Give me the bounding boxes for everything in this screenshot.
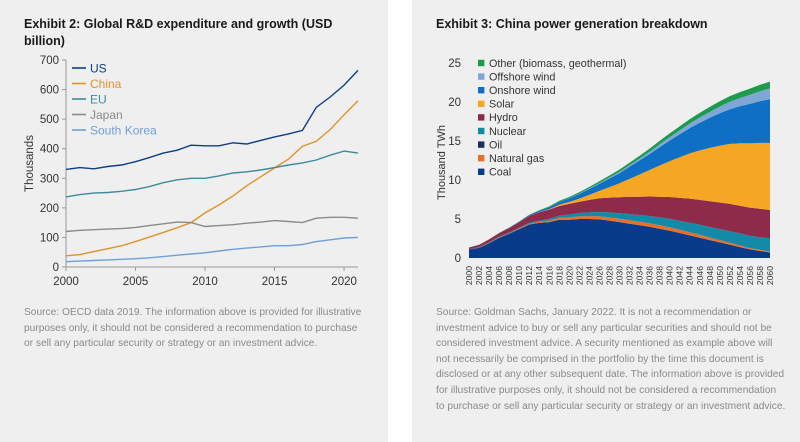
series-line-south-korea (65, 236, 359, 263)
x-tick-label: 2002 (474, 266, 484, 285)
x-tick-label: 2032 (625, 266, 635, 285)
x-tick-label: 2042 (675, 266, 685, 285)
area-onshore-wind (469, 99, 770, 248)
y-tick-label: 10 (448, 175, 461, 187)
y-tick-label: 20 (448, 97, 461, 109)
legend-label-coal: Coal (489, 167, 511, 179)
legend-swatch-natural-gas (478, 155, 485, 162)
x-tick-label: 2000 (464, 266, 474, 285)
x-tick-label: 2020 (564, 266, 574, 285)
legend-swatch-offshore-wind (478, 73, 485, 80)
x-tick-label: 2016 (544, 266, 554, 285)
series-line-china (65, 100, 359, 257)
y-axis-title: Thousands (24, 135, 36, 192)
area-nuclear (469, 212, 770, 252)
legend-label-natural-gas: Natural gas (489, 153, 545, 165)
y-tick-label: 25 (448, 58, 461, 70)
x-tick-label: 2012 (524, 266, 534, 285)
x-tick-label: 2010 (514, 266, 524, 285)
x-tick-label: 2050 (715, 266, 725, 285)
left-source-note: Source: OECD data 2019. The information … (24, 307, 362, 350)
legend-swatch-hydro (478, 114, 485, 121)
x-tick-label: 2022 (574, 266, 584, 285)
x-tick-label: 2038 (655, 266, 665, 285)
legend-swatch-nuclear (478, 127, 485, 135)
legend-label-nuclear: Nuclear (489, 126, 527, 138)
x-tick-label: 2005 (123, 276, 149, 288)
x-tick-label: 2024 (584, 266, 594, 285)
x-tick-label: 2015 (262, 276, 288, 288)
x-tick-label: 2040 (665, 266, 675, 285)
legend-label-eu: EU (90, 93, 107, 107)
y-tick-label: 700 (40, 55, 59, 67)
legend-label-other-biomass-geothermal: Other (biomass, geothermal) (489, 58, 626, 70)
legend-label-hydro: Hydro (489, 112, 518, 124)
x-tick-label: 2052 (725, 266, 735, 285)
area-hydro (469, 196, 770, 250)
x-tick-label: 2044 (685, 266, 695, 285)
legend-swatch-onshore-wind (478, 87, 485, 94)
y-tick-label: 500 (40, 114, 59, 126)
x-tick-label: 2058 (755, 266, 765, 285)
x-tick-label: 2004 (484, 266, 494, 285)
x-tick-label: 2020 (331, 276, 357, 288)
legend-swatch-coal (478, 168, 485, 175)
legend-label-south-korea: South Korea (90, 124, 157, 138)
x-tick-label: 2000 (53, 276, 79, 288)
y-tick-label: 15 (448, 136, 461, 148)
legend-label-offshore-wind: Offshore wind (489, 71, 555, 83)
y-axis-title: Thousand TWh (436, 125, 448, 200)
x-tick-label: 2034 (635, 266, 645, 285)
y-tick-label: 200 (40, 203, 59, 215)
legend-label-us: US (90, 62, 107, 76)
x-tick-label: 2028 (604, 266, 614, 285)
x-tick-label: 2046 (695, 266, 705, 285)
y-tick-label: 100 (40, 232, 59, 244)
x-tick-label: 2054 (735, 266, 745, 285)
x-tick-label: 2036 (645, 266, 655, 285)
series-line-japan (65, 216, 359, 233)
right-source-note: Source: Goldman Sachs, January 2022. It … (436, 307, 786, 412)
x-tick-label: 2026 (594, 266, 604, 285)
x-tick-label: 2030 (615, 266, 625, 285)
area-solar (469, 142, 770, 248)
x-tick-label: 2018 (554, 266, 564, 285)
area-coal (469, 219, 770, 258)
y-tick-label: 400 (40, 144, 59, 156)
series-line-us (65, 69, 359, 171)
y-tick-label: 300 (40, 173, 59, 185)
x-tick-label: 2060 (765, 266, 775, 285)
x-tick-label: 2010 (192, 276, 218, 288)
area-offshore-wind (469, 88, 770, 248)
legend-swatch-oil (478, 141, 485, 148)
legend-label-japan: Japan (90, 108, 123, 122)
right-chart-title: Exhibit 3: China power generation breakd… (436, 17, 708, 31)
x-tick-label: 2014 (534, 266, 544, 285)
legend-label-china: China (90, 77, 122, 91)
x-tick-label: 2008 (504, 266, 514, 285)
legend-label-solar: Solar (489, 99, 515, 111)
legend-swatch-solar (478, 100, 485, 107)
y-tick-label: 5 (455, 214, 461, 226)
y-tick-label: 0 (53, 262, 59, 274)
y-tick-label: 0 (455, 253, 461, 265)
legend-label-onshore-wind: Onshore wind (489, 85, 556, 97)
x-tick-label: 2056 (745, 266, 755, 285)
left-chart-title: Exhibit 2: Global R&D expenditure and gr… (24, 17, 333, 48)
legend-swatch-other-biomass-geothermal (478, 59, 485, 67)
series-line-eu (65, 150, 359, 198)
legend-label-oil: Oil (489, 139, 502, 151)
x-tick-label: 2006 (494, 266, 504, 285)
x-tick-label: 2048 (705, 266, 715, 285)
y-tick-label: 600 (40, 85, 59, 97)
